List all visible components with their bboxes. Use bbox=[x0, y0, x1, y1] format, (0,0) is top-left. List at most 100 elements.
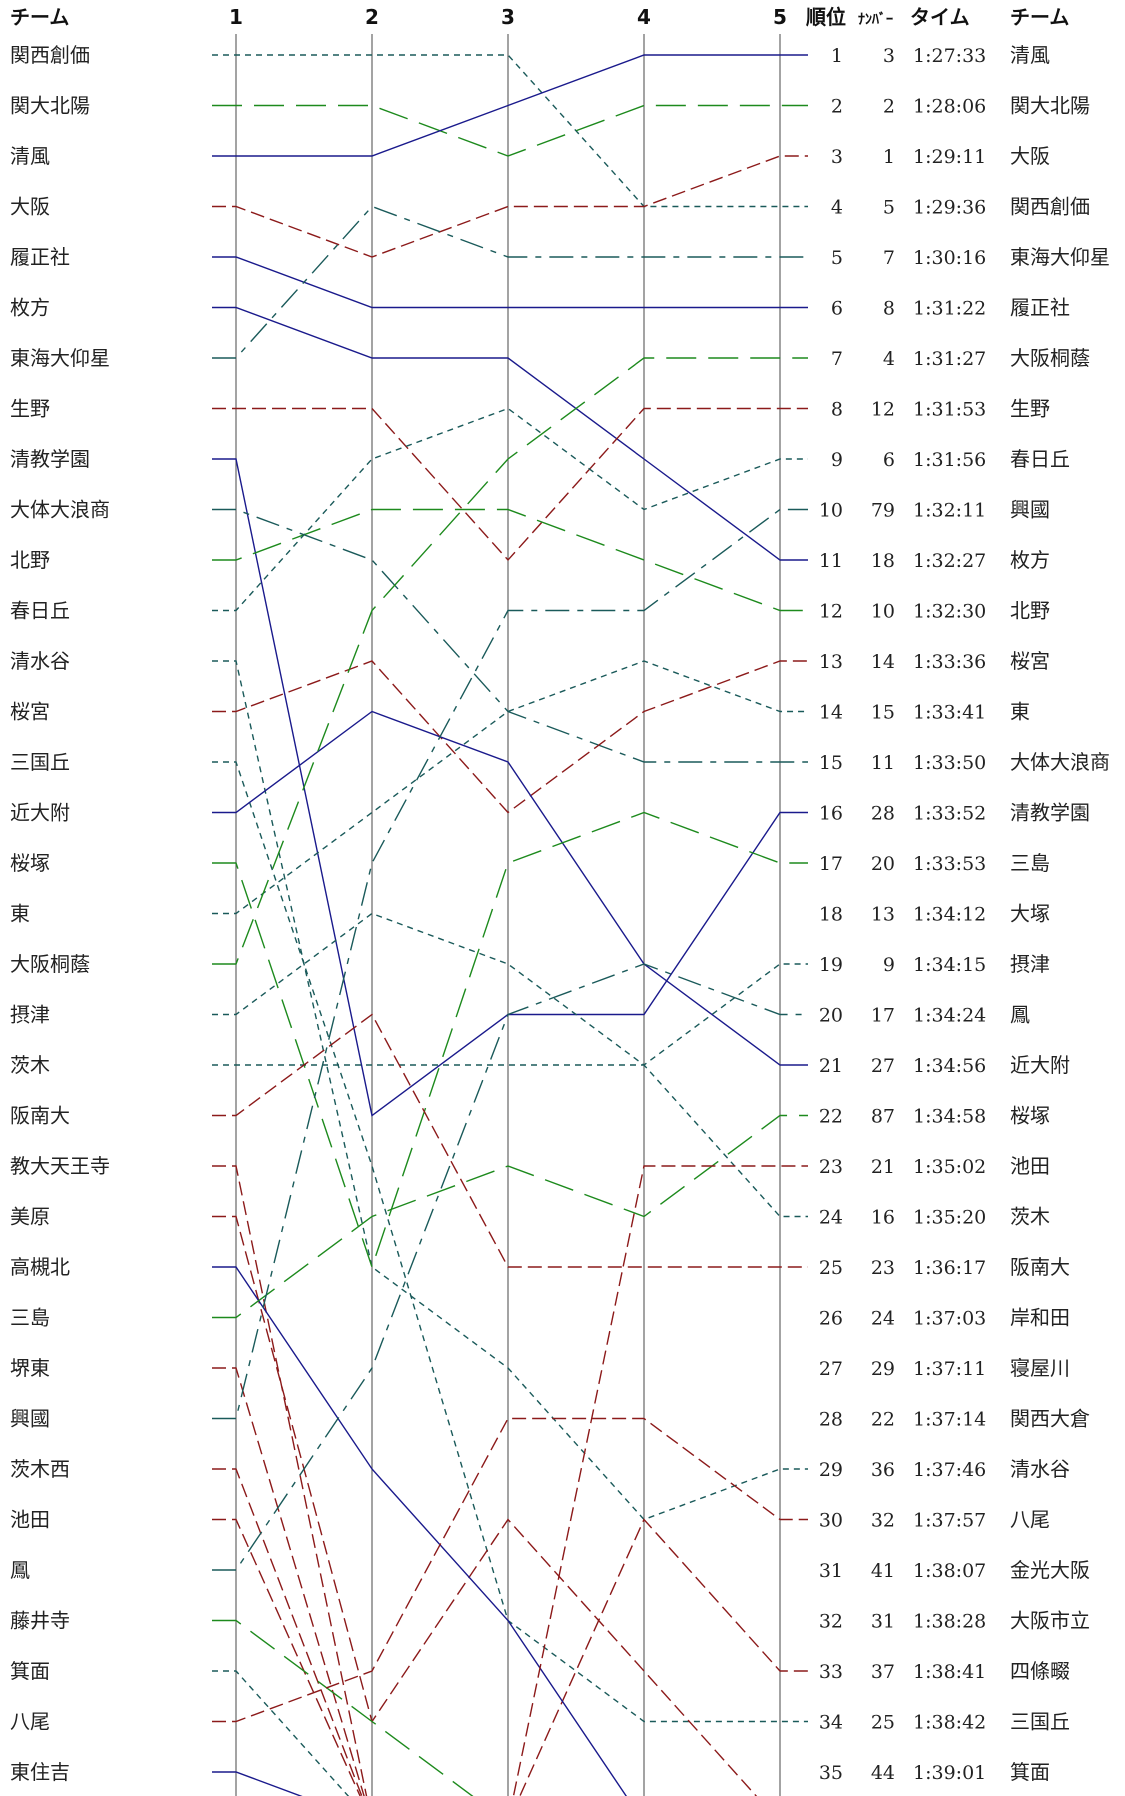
result-number: 41 bbox=[871, 1560, 895, 1582]
start-team-label: 茨木 bbox=[10, 1053, 50, 1077]
result-rank: 35 bbox=[819, 1762, 843, 1784]
result-row: 25 23 1:36:17 阪南大 bbox=[819, 1255, 1070, 1279]
series-line-4 bbox=[212, 155, 808, 258]
header-number: ﾅﾝﾊﾞｰ bbox=[858, 11, 893, 28]
result-team: 池田 bbox=[1010, 1154, 1050, 1178]
result-team: 三島 bbox=[1010, 851, 1050, 875]
series-line-15 bbox=[212, 761, 808, 1723]
result-time: 1:37:14 bbox=[913, 1409, 986, 1431]
series-line-18 bbox=[212, 660, 808, 915]
result-row: 6 8 1:31:22 履正社 bbox=[831, 296, 1070, 320]
series-line-34 bbox=[212, 1417, 808, 1723]
result-team: 興國 bbox=[1010, 498, 1050, 522]
result-team: 生野 bbox=[1010, 397, 1050, 421]
result-row: 11 18 1:32:27 枚方 bbox=[819, 548, 1050, 572]
start-team-label: 茨木西 bbox=[10, 1457, 70, 1481]
result-number: 36 bbox=[871, 1459, 895, 1481]
header-team-right: チーム bbox=[1010, 5, 1069, 29]
result-rank: 9 bbox=[831, 449, 843, 471]
result-row: 3 1 1:29:11 大阪 bbox=[831, 144, 1050, 168]
series-line-5 bbox=[212, 256, 808, 309]
result-rank: 21 bbox=[819, 1055, 843, 1077]
result-rank: 10 bbox=[819, 500, 843, 522]
result-time: 1:38:41 bbox=[913, 1661, 986, 1683]
result-number: 8 bbox=[883, 298, 895, 320]
result-rank: 7 bbox=[831, 348, 843, 370]
result-row: 27 29 1:37:11 寝屋川 bbox=[819, 1356, 1070, 1380]
start-team-label: 北野 bbox=[10, 548, 50, 572]
result-rank: 23 bbox=[819, 1156, 843, 1178]
start-team-label: 高槻北 bbox=[10, 1255, 70, 1279]
series-line-1 bbox=[212, 54, 808, 208]
result-team: 大阪 bbox=[1010, 144, 1050, 168]
start-team-label: 近大附 bbox=[10, 801, 70, 825]
result-number: 1 bbox=[883, 146, 895, 168]
result-rank: 2 bbox=[831, 96, 843, 118]
result-rank: 28 bbox=[819, 1409, 843, 1431]
start-team-label: 箕面 bbox=[10, 1659, 50, 1683]
result-rank: 8 bbox=[831, 399, 843, 421]
result-team: 大塚 bbox=[1010, 902, 1050, 926]
leg-header-1: 1 bbox=[229, 5, 243, 29]
result-time: 1:38:42 bbox=[913, 1712, 986, 1734]
result-team: 桜塚 bbox=[1010, 1104, 1050, 1128]
result-rank: 33 bbox=[819, 1661, 843, 1683]
series-line-16 bbox=[212, 710, 808, 1066]
result-team: 八尾 bbox=[1010, 1508, 1050, 1532]
result-time: 1:31:53 bbox=[913, 399, 986, 421]
result-time: 1:29:36 bbox=[913, 197, 986, 219]
start-team-label: 桜宮 bbox=[10, 700, 50, 724]
result-team: 清風 bbox=[1010, 43, 1050, 67]
result-time: 1:37:46 bbox=[913, 1459, 986, 1481]
result-row: 5 7 1:30:16 東海大仰星 bbox=[831, 245, 1110, 269]
result-team: 鳳 bbox=[1010, 1003, 1030, 1027]
header-team-left: チーム bbox=[10, 5, 69, 29]
result-rank: 27 bbox=[819, 1358, 843, 1380]
result-rank: 18 bbox=[819, 904, 843, 926]
leg-axes bbox=[235, 34, 781, 1796]
start-team-label: 摂津 bbox=[10, 1003, 50, 1027]
result-team: 桜宮 bbox=[1010, 649, 1050, 673]
result-number: 29 bbox=[871, 1358, 895, 1380]
result-rank: 14 bbox=[819, 702, 843, 724]
result-team: 茨木 bbox=[1010, 1205, 1050, 1229]
result-rank: 12 bbox=[819, 601, 843, 623]
result-rank: 26 bbox=[819, 1308, 843, 1330]
result-row: 31 41 1:38:07 金光大阪 bbox=[819, 1558, 1090, 1582]
series-line-17 bbox=[212, 811, 808, 1270]
result-row: 19 9 1:34:15 摂津 bbox=[819, 952, 1050, 976]
result-rank: 32 bbox=[819, 1611, 843, 1633]
series-line-29 bbox=[212, 1468, 363, 1796]
result-row: 29 36 1:37:46 清水谷 bbox=[819, 1457, 1070, 1481]
result-team: 関大北陽 bbox=[1010, 94, 1090, 118]
result-number: 3 bbox=[883, 45, 895, 67]
result-rank: 30 bbox=[819, 1510, 843, 1532]
result-row: 14 15 1:33:41 東 bbox=[819, 700, 1030, 724]
start-team-label: 清水谷 bbox=[10, 649, 70, 673]
result-number: 31 bbox=[871, 1611, 895, 1633]
result-number: 14 bbox=[871, 651, 895, 673]
result-time: 1:31:22 bbox=[913, 298, 986, 320]
series-line-11 bbox=[212, 508, 808, 612]
result-number: 15 bbox=[871, 702, 895, 724]
series-line-28 bbox=[212, 508, 808, 1420]
header-time: タイム bbox=[910, 5, 970, 29]
start-team-label: 三国丘 bbox=[10, 750, 70, 774]
result-rank: 4 bbox=[831, 197, 843, 219]
series-line-27 bbox=[212, 1367, 365, 1796]
leg-headers: 1 2 3 4 5 bbox=[229, 5, 787, 29]
result-team: 金光大阪 bbox=[1010, 1558, 1090, 1582]
series-line-20 bbox=[212, 912, 808, 1218]
result-time: 1:33:50 bbox=[913, 752, 986, 774]
series-line-12 bbox=[212, 407, 808, 612]
result-time: 1:31:56 bbox=[913, 449, 986, 471]
result-number: 10 bbox=[871, 601, 895, 623]
result-row: 28 22 1:37:14 関西大倉 bbox=[819, 1407, 1090, 1431]
result-number: 87 bbox=[871, 1106, 895, 1128]
result-number: 22 bbox=[871, 1409, 895, 1431]
result-time: 1:29:11 bbox=[913, 146, 986, 168]
result-row: 2 2 1:28:06 関大北陽 bbox=[831, 94, 1090, 118]
result-time: 1:31:27 bbox=[913, 348, 986, 370]
start-team-label: 関大北陽 bbox=[10, 94, 90, 118]
result-rank: 25 bbox=[819, 1257, 843, 1279]
